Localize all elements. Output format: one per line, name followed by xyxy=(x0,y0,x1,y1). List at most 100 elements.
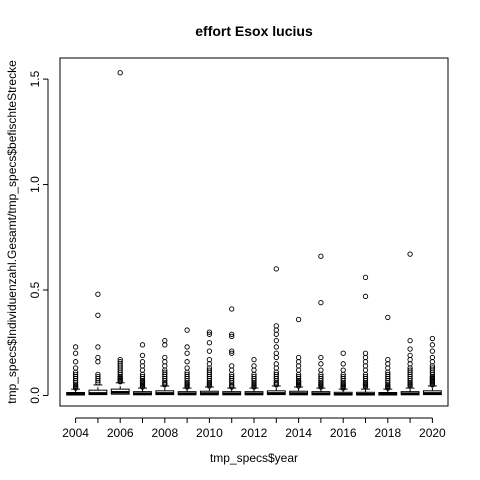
outlier-point xyxy=(251,384,257,390)
outlier-point xyxy=(117,379,123,385)
outlier-point xyxy=(385,385,391,391)
outlier-point xyxy=(340,367,346,373)
outlier-point xyxy=(206,348,213,354)
outlier-point xyxy=(318,361,324,367)
outlier-point xyxy=(295,363,302,369)
outlier-point xyxy=(229,350,235,356)
outlier-point xyxy=(229,331,235,337)
x-tick-label: 2008 xyxy=(151,426,178,440)
outlier-point xyxy=(273,331,279,337)
x-tick-label: 2018 xyxy=(374,426,401,440)
outlier-point xyxy=(362,274,369,280)
outlier-point xyxy=(273,344,279,350)
x-tick-label: 2006 xyxy=(107,426,134,440)
box-2004 xyxy=(66,344,86,396)
box-2015 xyxy=(311,253,331,396)
outlier-point xyxy=(139,363,146,369)
box-2019 xyxy=(400,251,420,396)
outlier-point xyxy=(362,293,369,299)
outlier-point xyxy=(229,306,235,312)
outlier-point xyxy=(318,300,324,306)
outlier-point xyxy=(318,253,324,259)
box-2014 xyxy=(289,316,309,396)
outlier-point xyxy=(95,380,101,386)
outlier-point xyxy=(184,344,190,350)
x-axis-label: tmp_specs$year xyxy=(210,451,298,465)
outlier-point xyxy=(273,382,279,388)
outlier-point xyxy=(273,354,279,361)
outlier-point xyxy=(162,337,168,344)
outlier-point xyxy=(295,367,302,373)
outlier-point xyxy=(72,359,79,365)
outlier-point xyxy=(407,251,413,257)
outlier-point xyxy=(385,361,391,367)
outlier-point xyxy=(229,384,235,390)
outlier-point xyxy=(407,337,413,344)
outlier-point xyxy=(273,365,279,371)
outlier-point xyxy=(318,384,324,390)
x-tick-label: 2020 xyxy=(419,426,446,440)
x-axis: 2004 2006 2008 2010 2012 2014 2016 2018 2020 xyxy=(62,417,446,440)
outlier-point xyxy=(385,356,391,363)
x-tick-label: 2004 xyxy=(62,426,89,440)
y-tick-label: 1.0 xyxy=(28,176,42,193)
outlier-point xyxy=(385,314,391,321)
outlier-point xyxy=(72,350,79,356)
outlier-point xyxy=(273,361,279,367)
outlier-point xyxy=(95,359,101,365)
outlier-point xyxy=(139,359,146,365)
x-tick-label: 2016 xyxy=(330,426,357,440)
outlier-point xyxy=(407,383,413,389)
outlier-point xyxy=(407,346,413,352)
outlier-point xyxy=(229,367,235,373)
chart-title: effort Esox lucius xyxy=(195,23,313,39)
outlier-point xyxy=(429,382,436,388)
outlier-point xyxy=(407,361,413,367)
outlier-point xyxy=(295,316,302,323)
outlier-point xyxy=(229,348,235,354)
outlier-point xyxy=(206,383,213,389)
outlier-point xyxy=(340,350,346,356)
box-2013 xyxy=(266,266,286,396)
box-2017 xyxy=(356,274,375,396)
outlier-point xyxy=(95,291,101,297)
y-tick-label: 1.5 xyxy=(28,70,42,87)
outlier-point xyxy=(273,337,279,344)
outlier-point xyxy=(139,342,146,348)
box-series xyxy=(66,70,442,396)
outlier-point xyxy=(72,344,79,350)
outlier-point xyxy=(184,350,190,356)
outlier-point xyxy=(139,367,146,373)
outlier-point xyxy=(95,378,101,384)
outlier-point xyxy=(362,384,369,390)
outlier-point xyxy=(251,356,257,363)
outlier-point xyxy=(429,335,436,342)
outlier-point xyxy=(273,266,279,272)
outlier-point xyxy=(162,342,168,348)
outlier-point xyxy=(117,70,123,76)
box-2020 xyxy=(422,335,442,396)
outlier-point xyxy=(162,363,168,369)
outlier-point xyxy=(162,382,168,388)
outlier-point xyxy=(318,354,324,361)
box-2006 xyxy=(110,70,130,395)
outlier-point xyxy=(139,352,146,359)
box-2010 xyxy=(199,329,219,396)
outlier-point xyxy=(95,344,101,350)
outlier-point xyxy=(362,354,369,361)
outlier-point xyxy=(273,327,279,333)
box-2012 xyxy=(244,356,264,396)
y-axis-label: tmp_specs$Individuenzahl.Gesamt/tmp_spec… xyxy=(5,60,19,404)
box-2007 xyxy=(133,342,152,396)
outlier-point xyxy=(362,363,369,369)
outlier-point xyxy=(184,365,190,371)
outlier-point xyxy=(429,359,436,365)
outlier-point xyxy=(362,367,369,373)
y-tick-label: 0.5 xyxy=(28,281,42,298)
outlier-point xyxy=(340,385,346,391)
outlier-point xyxy=(429,342,436,348)
plot-frame xyxy=(59,57,449,407)
outlier-point xyxy=(407,352,413,359)
outlier-point xyxy=(251,367,257,373)
